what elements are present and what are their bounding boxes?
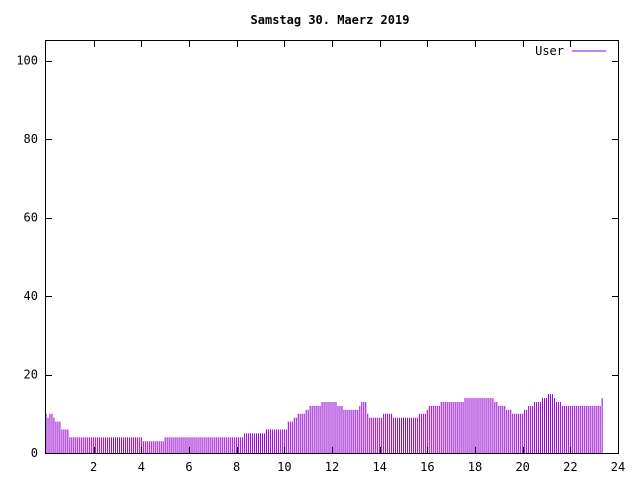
x-tick-label: 12	[325, 460, 339, 474]
y-tick-label: 60	[24, 211, 38, 225]
x-tick-label: 2	[90, 460, 97, 474]
x-tick-label: 16	[420, 460, 434, 474]
y-tick-label: 0	[31, 446, 38, 460]
y-tick-label: 40	[24, 289, 38, 303]
x-tick-label: 6	[185, 460, 192, 474]
plot-frame	[45, 40, 619, 454]
y-axis: 0 20 40 60 80 100	[16, 54, 618, 460]
x-tick-label: 20	[515, 460, 529, 474]
x-tick-label: 18	[468, 460, 482, 474]
bars-layer	[45, 394, 603, 453]
chart-title: Samstag 30. Maerz 2019	[251, 13, 410, 27]
x-tick-label: 24	[611, 460, 625, 474]
x-tick-label: 14	[372, 460, 386, 474]
legend-label: User	[535, 44, 564, 58]
y-tick-label: 80	[24, 132, 38, 146]
y-tick-label: 20	[24, 368, 38, 382]
x-tick-label: 22	[563, 460, 577, 474]
x-tick-label: 10	[277, 460, 291, 474]
legend: User	[535, 44, 606, 58]
x-tick-label: 8	[233, 460, 240, 474]
y-tick-label: 100	[16, 54, 38, 68]
x-tick-label: 4	[138, 460, 145, 474]
x-axis: 2 4 6 8 10 12 14 16 18 20 22 24	[90, 41, 625, 474]
